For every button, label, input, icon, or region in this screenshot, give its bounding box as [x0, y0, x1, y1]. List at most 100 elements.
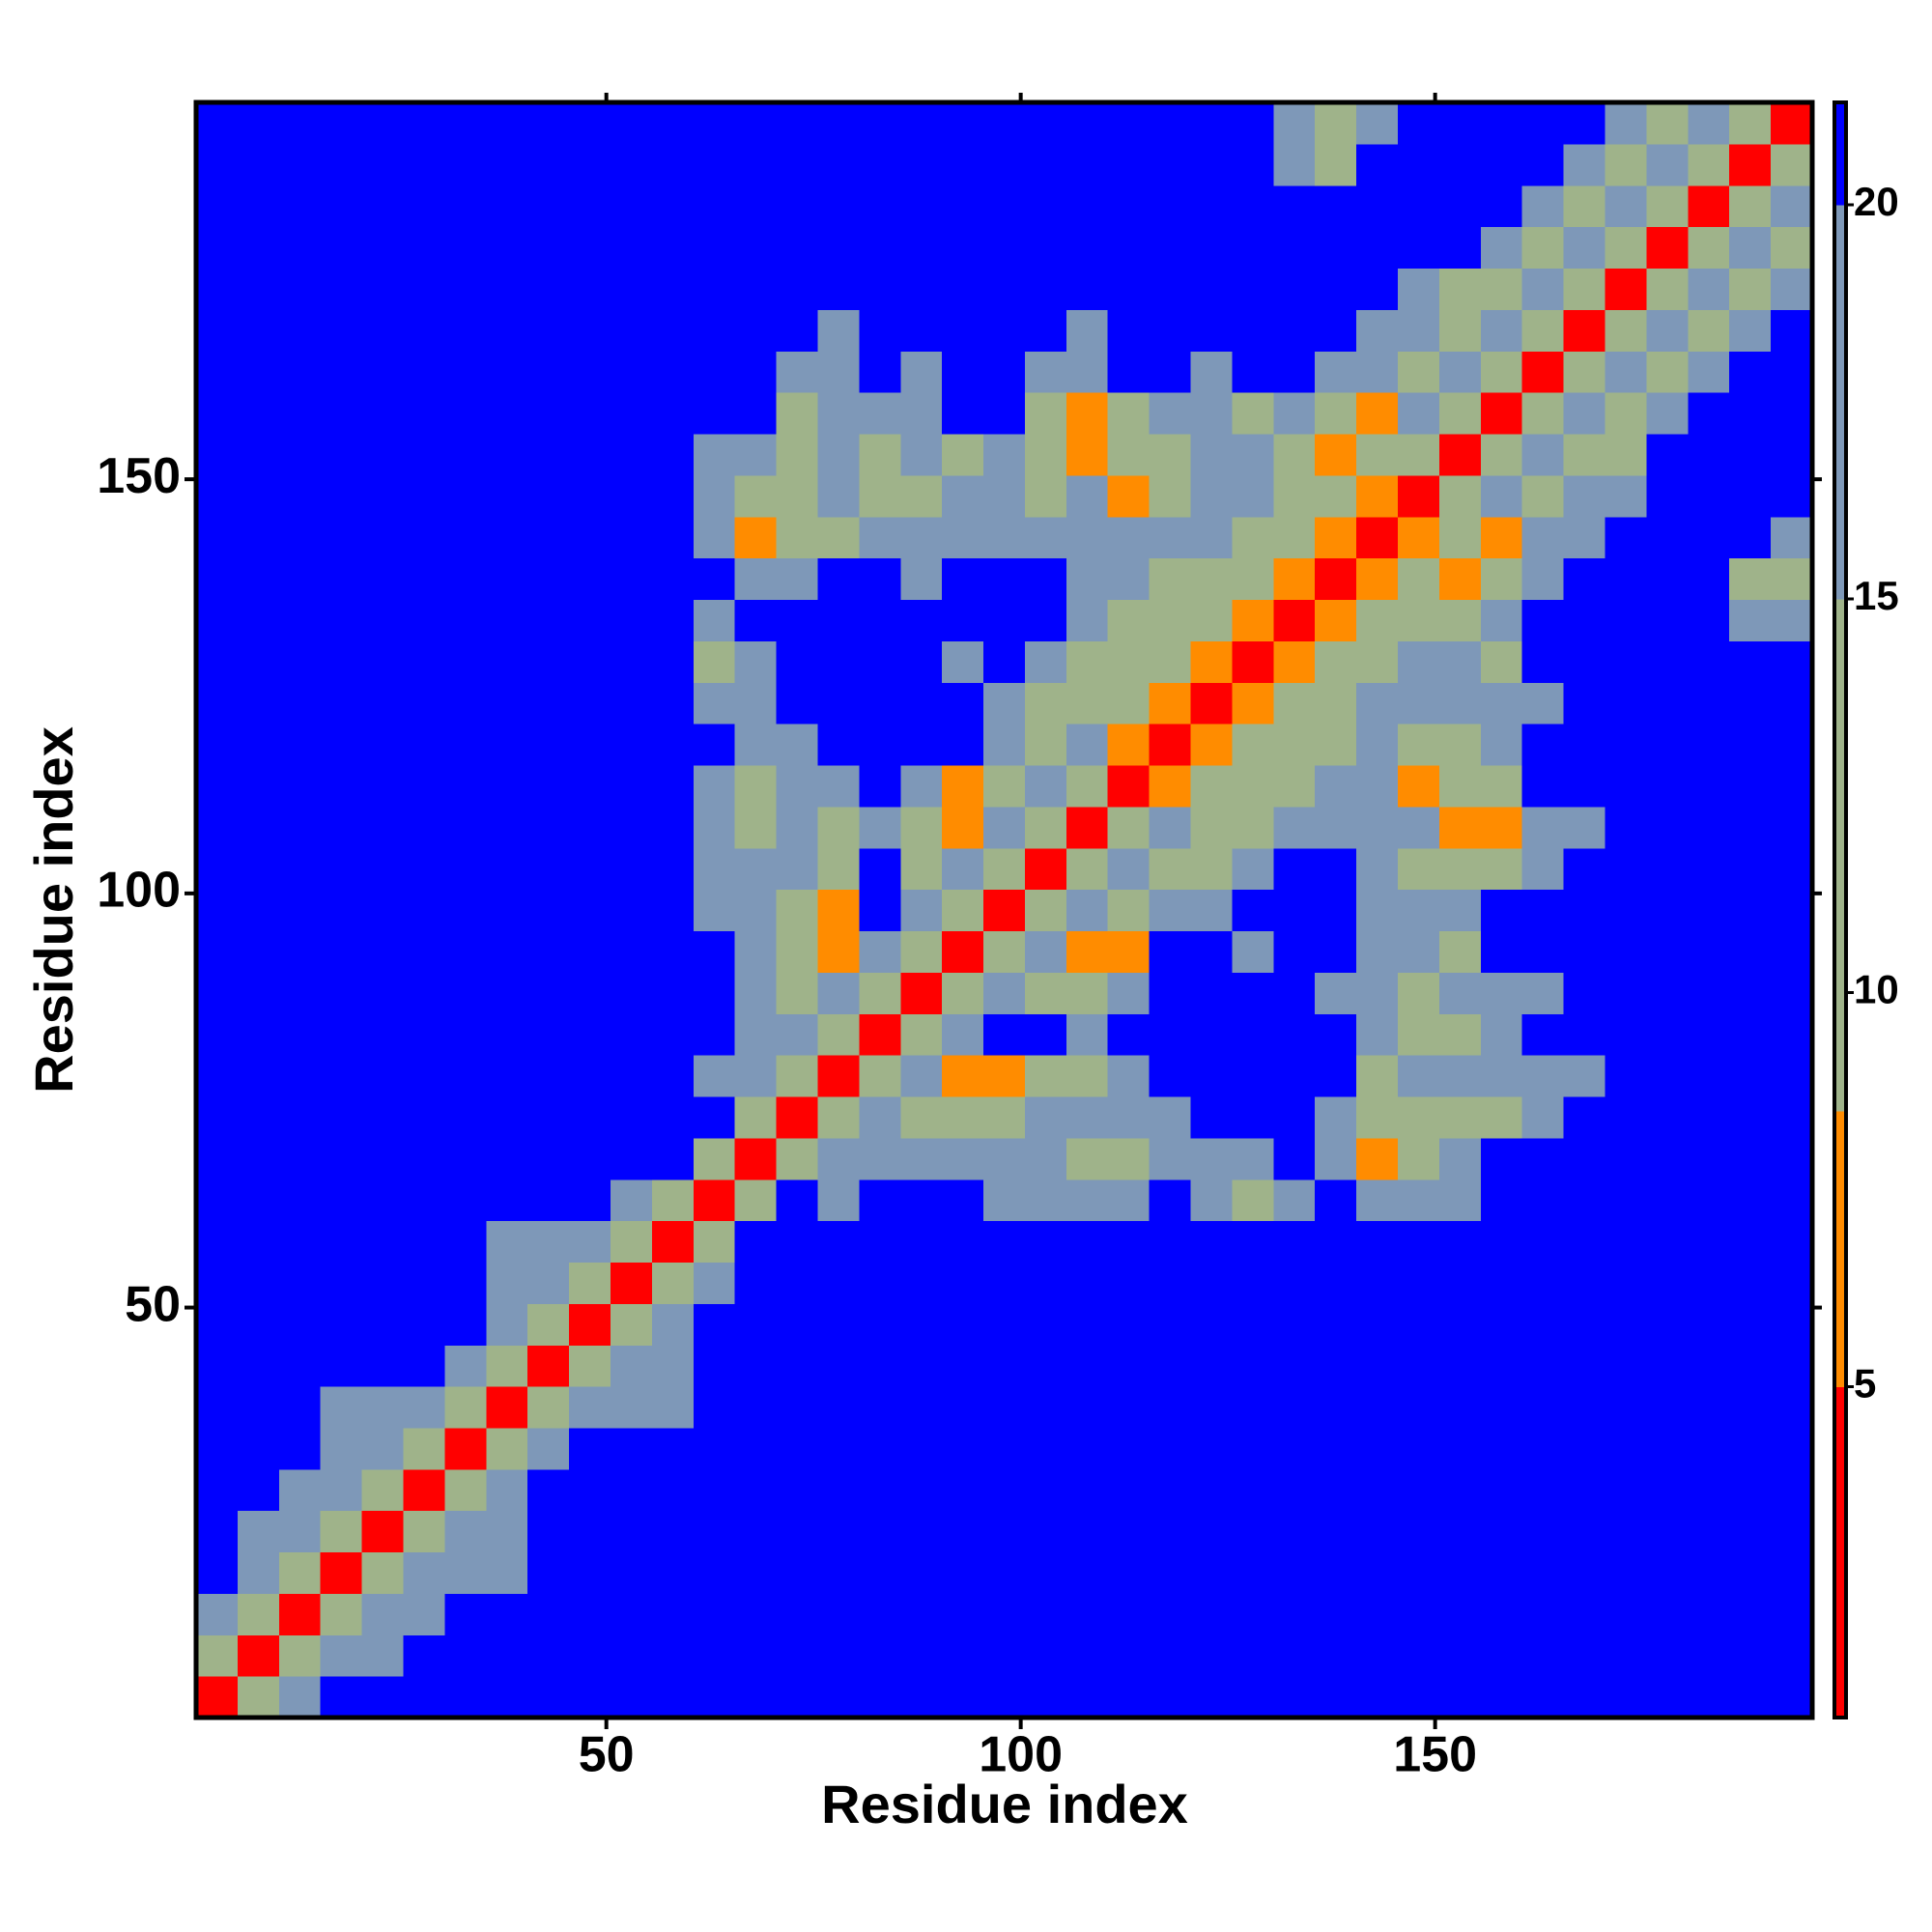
cell: [1232, 1510, 1274, 1553]
cell: [403, 1013, 445, 1056]
cell: [1190, 392, 1234, 435]
cell: [1729, 351, 1772, 393]
cell: [983, 1095, 1026, 1139]
cell: [1107, 557, 1151, 601]
cell: [1273, 682, 1316, 724]
cell: [278, 1179, 322, 1222]
cell: [361, 185, 405, 228]
cell: [1480, 640, 1523, 683]
cell: [1646, 1345, 1689, 1387]
cell: [983, 1345, 1026, 1387]
cell: [1563, 724, 1606, 766]
cell: [1480, 351, 1523, 393]
cell: [1521, 847, 1565, 891]
cell: [1232, 268, 1274, 310]
cell: [403, 1095, 445, 1139]
cell: [1563, 226, 1606, 270]
cell: [817, 433, 860, 476]
cell: [1398, 226, 1440, 270]
cell: [1149, 1179, 1192, 1222]
cell: [1273, 1634, 1316, 1677]
cell: [1273, 1345, 1316, 1387]
cell: [1315, 1593, 1357, 1635]
cell: [1563, 889, 1606, 932]
cell: [1688, 1055, 1730, 1097]
cell: [1149, 351, 1192, 393]
cell: [900, 1303, 943, 1346]
cell: [196, 268, 239, 310]
cell: [1315, 640, 1357, 683]
cell: [1024, 268, 1067, 310]
cell: [237, 143, 280, 186]
cell: [278, 268, 322, 310]
cell: [320, 268, 363, 310]
cell: [983, 1220, 1026, 1264]
cell: [1605, 1345, 1648, 1387]
cell: [1107, 1137, 1151, 1180]
cell: [1438, 1510, 1482, 1553]
cell: [1149, 1676, 1192, 1719]
cell: [900, 1095, 943, 1139]
cell: [1273, 1551, 1316, 1594]
cell: [1480, 764, 1523, 808]
cell: [1480, 392, 1523, 435]
cell: [569, 972, 611, 1014]
cell: [320, 433, 363, 476]
cell: [1273, 599, 1316, 641]
cell: [278, 1345, 322, 1387]
cell: [1729, 1676, 1772, 1719]
cell: [1356, 433, 1399, 476]
cell: [527, 724, 570, 766]
cell: [1688, 1510, 1730, 1553]
cell: [320, 724, 363, 766]
cell: [361, 1095, 405, 1139]
cell: [776, 724, 819, 766]
cell: [817, 599, 860, 641]
cell: [693, 1386, 736, 1429]
cell: [817, 102, 860, 145]
cell: [569, 351, 611, 393]
cell: [734, 516, 778, 559]
cell: [361, 1386, 405, 1429]
cell: [1190, 972, 1234, 1014]
cell: [942, 516, 984, 559]
cell: [237, 474, 280, 518]
cell: [1190, 1013, 1234, 1056]
cell: [1273, 309, 1316, 352]
cell: [1438, 351, 1482, 393]
cell: [1521, 1303, 1565, 1346]
cell: [610, 682, 653, 724]
cell: [1232, 351, 1274, 393]
cell: [1771, 185, 1813, 228]
cell: [1480, 1095, 1523, 1139]
cell: [1315, 392, 1357, 435]
cell: [237, 1634, 280, 1677]
cell: [403, 889, 445, 932]
cell: [569, 1220, 611, 1264]
cell: [1107, 889, 1151, 932]
cell: [278, 226, 322, 270]
cell: [1605, 930, 1648, 973]
cell: [734, 1095, 778, 1139]
cell: [1771, 724, 1813, 766]
cell: [1563, 764, 1606, 808]
cell: [983, 1551, 1026, 1594]
cell: [900, 764, 943, 808]
cell: [1107, 724, 1151, 766]
cell: [1438, 930, 1482, 973]
cell: [569, 516, 611, 559]
cell: [278, 889, 322, 932]
cell: [817, 889, 860, 932]
cell: [1438, 1303, 1482, 1346]
cell: [444, 1303, 487, 1346]
cell: [1521, 1386, 1565, 1429]
cell: [859, 1345, 901, 1387]
cell: [1107, 1303, 1151, 1346]
cell: [486, 972, 528, 1014]
cell: [1480, 1593, 1523, 1635]
cell: [1688, 1013, 1730, 1056]
cell: [444, 185, 487, 228]
cell: [1729, 1345, 1772, 1387]
cell: [1107, 847, 1151, 891]
